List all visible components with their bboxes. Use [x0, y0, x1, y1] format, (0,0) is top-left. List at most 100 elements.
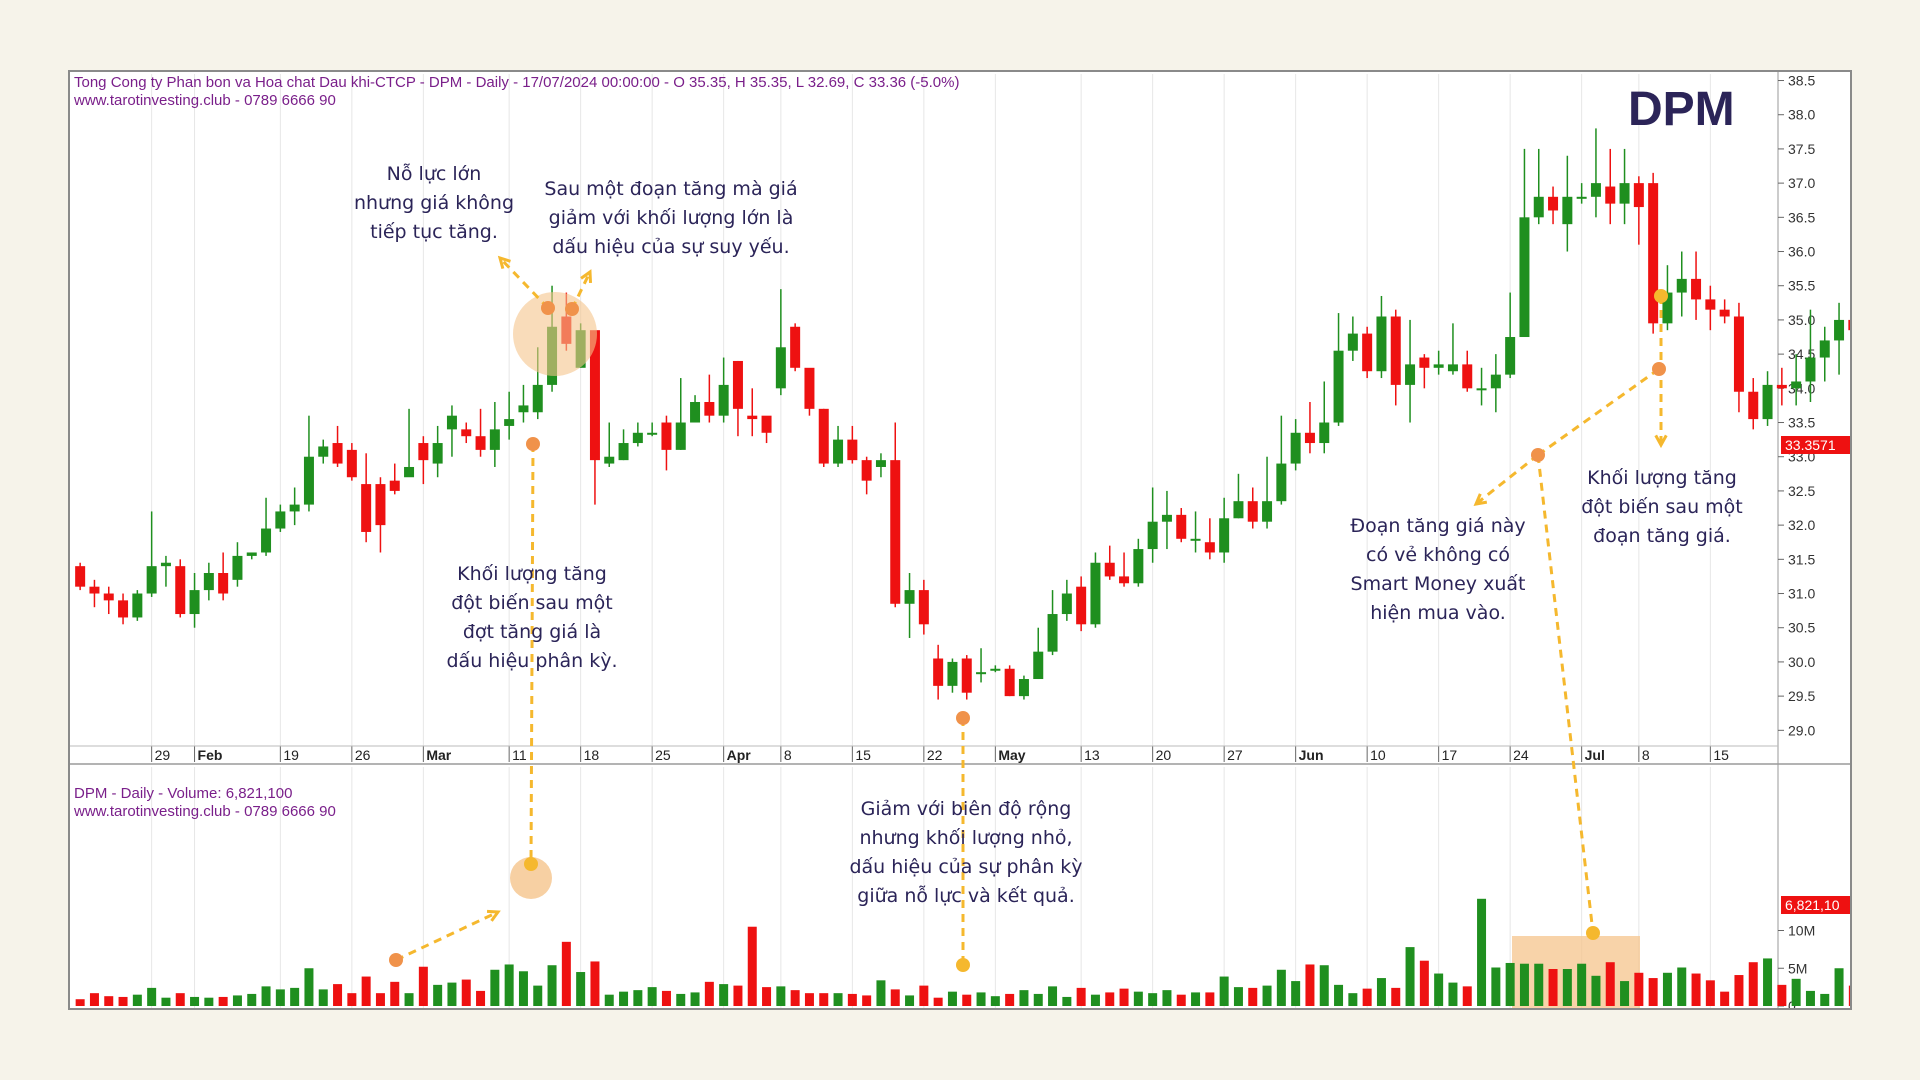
- candle-body: [1733, 316, 1744, 392]
- candle-body: [947, 661, 958, 686]
- candle-body: [632, 432, 643, 444]
- annotation-low-volume: Giảm với biên độ rộng nhưng khối lượng n…: [849, 795, 1082, 911]
- volume-bar: [719, 984, 729, 1006]
- arrow-no-smart-money-head: [1473, 493, 1488, 506]
- volume-bar: [1605, 962, 1615, 1006]
- volume-header-site: www.tarotinvesting.club - 0789 6666 90: [74, 803, 336, 820]
- volume-bar: [1662, 972, 1672, 1006]
- volume-bar: [1162, 990, 1172, 1006]
- volume-bar: [1477, 898, 1487, 1006]
- volume-bar: [1348, 993, 1358, 1006]
- candle-body: [718, 384, 729, 416]
- candle-body: [875, 460, 886, 467]
- candle-body: [1705, 299, 1716, 310]
- candle-body: [1562, 196, 1573, 225]
- y-tick-label: 32.0: [1788, 517, 1815, 533]
- volume-bar: [1748, 962, 1758, 1006]
- annotation-dot: [526, 437, 540, 451]
- annotation-line: Khối lượng tăng: [1587, 467, 1737, 489]
- y-tick-label: 31.0: [1788, 586, 1815, 602]
- volume-bar: [361, 976, 371, 1006]
- volume-bar: [1334, 984, 1344, 1006]
- volume-bar: [876, 980, 886, 1006]
- candle-body: [146, 566, 157, 594]
- candle-body: [346, 449, 357, 478]
- candle-body: [732, 360, 743, 409]
- volume-bar: [1734, 975, 1744, 1006]
- candle-body: [1505, 337, 1516, 375]
- candle-body: [1376, 316, 1387, 372]
- x-tick-label: 22: [927, 747, 943, 763]
- candle-body: [160, 562, 171, 567]
- x-tick-label: 8: [784, 747, 792, 763]
- volume-bar: [304, 968, 314, 1006]
- candle-body: [747, 415, 758, 420]
- ticker-logo: DPM: [1628, 83, 1735, 136]
- candle-body: [489, 429, 500, 450]
- candle-body: [918, 590, 929, 625]
- volume-bar: [1391, 987, 1401, 1006]
- volume-bar: [1062, 996, 1072, 1006]
- y-tick-label: 29.0: [1788, 722, 1815, 738]
- volume-bar: [1462, 986, 1472, 1006]
- candle-body: [504, 419, 515, 426]
- volume-bar: [661, 990, 671, 1006]
- candle-body: [704, 402, 715, 416]
- volume-bar: [1362, 988, 1372, 1006]
- candle-body: [833, 439, 844, 464]
- candle-body: [1490, 374, 1501, 389]
- y-tick-label: 36.5: [1788, 209, 1815, 225]
- volume-bar: [89, 993, 99, 1006]
- volume-bar: [1562, 969, 1572, 1006]
- volume-bar: [1848, 985, 1850, 1006]
- annotation-dot: [1652, 362, 1666, 376]
- volume-bar: [147, 987, 157, 1006]
- candle-body: [1519, 217, 1530, 338]
- y-tick-label: 30.5: [1788, 620, 1815, 636]
- volume-bar: [261, 986, 271, 1006]
- candle-body: [1176, 514, 1187, 539]
- volume-bar: [590, 961, 600, 1006]
- candle-body: [1791, 381, 1802, 389]
- x-tick-label: Jun: [1299, 747, 1324, 763]
- volume-bar: [733, 985, 743, 1006]
- candle-body: [532, 384, 543, 413]
- volume-bar: [232, 995, 242, 1006]
- volume-bar: [1233, 987, 1243, 1006]
- volume-bar: [804, 993, 814, 1006]
- candle-body: [275, 511, 286, 529]
- candle-body: [1776, 384, 1787, 389]
- volume-bar: [790, 990, 800, 1006]
- candle-body: [604, 456, 615, 464]
- volume-bar: [476, 990, 486, 1006]
- candle-body: [1204, 542, 1215, 553]
- y-tick-label: 33.5: [1788, 415, 1815, 431]
- volume-bar: [976, 992, 986, 1006]
- volume-bar: [204, 997, 214, 1006]
- chart-svg: 29 Feb 19 26 Mar 11 18 25 Apr 8 15 22 May 13 20 27 Jun 10…: [70, 72, 1850, 1008]
- candle-body: [690, 402, 701, 423]
- volume-bar: [1705, 980, 1715, 1006]
- candle-body: [318, 446, 329, 457]
- annotation-line: đột biến sau một: [451, 592, 613, 614]
- volume-bar: [647, 987, 657, 1006]
- volume-bar: [1805, 990, 1815, 1006]
- arrow-volume-rise-head: [486, 909, 501, 922]
- volume-bar: [1305, 964, 1315, 1006]
- candle-body: [1834, 319, 1845, 341]
- volume-bar: [962, 994, 972, 1006]
- x-tick-label: 17: [1442, 747, 1458, 763]
- volume-bar: [704, 981, 714, 1006]
- candle-body: [132, 593, 143, 618]
- candle-body: [861, 460, 872, 481]
- candle-body: [1748, 391, 1759, 420]
- candle-body: [618, 443, 629, 461]
- y-tick-label: 36.0: [1788, 244, 1815, 260]
- candle-body: [990, 668, 1001, 671]
- volume-bar: [819, 993, 829, 1006]
- candle-body: [432, 443, 443, 464]
- annotation-line: giữa nỗ lực và kết quả.: [857, 885, 1075, 907]
- candle-body: [1633, 183, 1644, 208]
- candle-body: [1247, 501, 1258, 522]
- candle-body: [1304, 432, 1315, 444]
